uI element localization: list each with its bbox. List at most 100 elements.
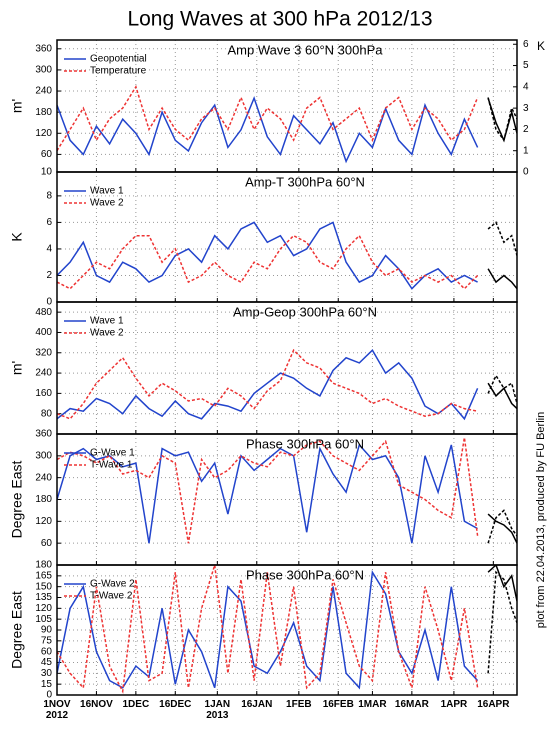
legend-label: Wave 1 <box>90 186 124 197</box>
y-axis-label: Degree East <box>9 591 25 669</box>
y2-axis-label: K <box>537 39 545 53</box>
series-line <box>487 382 517 410</box>
panel-title: Phase 300hPa 60°N <box>246 436 364 451</box>
legend-label: T-Wave 2 <box>90 591 133 602</box>
series-line <box>57 85 479 152</box>
y-tick-label: 6 <box>46 217 52 228</box>
y-tick-label: 240 <box>35 368 52 379</box>
legend-label: Wave 2 <box>90 328 124 339</box>
y-tick-label: 400 <box>35 327 52 338</box>
series-line <box>57 565 479 694</box>
side-note: plot from 22.04.2013, produced by FU Ber… <box>535 412 547 628</box>
series-line <box>57 569 479 690</box>
panel-title: Amp-T 300hPa 60°N <box>245 174 365 189</box>
y-tick-label: 90 <box>41 625 53 636</box>
y-tick-label: 360 <box>35 43 52 54</box>
series-line <box>487 565 517 602</box>
y-axis-label: m' <box>9 99 25 113</box>
plot-frame <box>56 564 518 696</box>
y-axis-label: Degree East <box>9 460 25 538</box>
y-tick-label: 8 <box>46 191 52 202</box>
y-tick-label: 240 <box>35 86 52 97</box>
x-tick-label: 1MAR <box>358 699 387 710</box>
y2-tick-label: 3 <box>523 103 529 114</box>
series-line <box>487 570 517 674</box>
legend-label: G-Wave 1 <box>90 448 135 459</box>
series-line <box>487 374 517 404</box>
y-tick-label: 320 <box>35 347 52 358</box>
y-tick-label: 45 <box>41 657 53 668</box>
series-line <box>487 97 517 142</box>
y-tick-label: 60 <box>41 538 53 549</box>
y2-tick-label: 6 <box>523 39 529 50</box>
legend-label: T-Wave 1 <box>90 460 133 471</box>
legend-label: Temperature <box>90 66 147 77</box>
plot-frame <box>56 171 518 303</box>
y-tick-label: 60 <box>41 149 53 160</box>
x-tick-label: 16JAN <box>241 699 272 710</box>
y-tick-label: 480 <box>35 307 52 318</box>
x-tick-label: 1DEC <box>123 699 150 710</box>
y2-tick-label: 2 <box>523 124 529 135</box>
y2-tick-label: 4 <box>523 81 529 92</box>
y-tick-label: 180 <box>35 560 52 571</box>
series-line <box>487 221 517 256</box>
y-tick-label: 15 <box>41 679 53 690</box>
y-tick-label: 75 <box>41 635 53 646</box>
series-line <box>57 348 478 420</box>
series-line <box>57 234 479 290</box>
x-tick-label: 1FEB <box>286 699 312 710</box>
y-tick-label: 180 <box>35 494 52 505</box>
x-tick-label: 16NOV <box>80 699 113 710</box>
series-line <box>57 221 478 290</box>
series-line <box>57 437 479 544</box>
series-line <box>487 97 517 143</box>
legend-label: Geopotential <box>90 54 147 65</box>
x-tick-label: 16DEC <box>159 699 191 710</box>
plot-frame <box>56 301 518 435</box>
y-tick-label: 105 <box>35 614 52 625</box>
panel-title: Amp-Geop 300hPa 60°N <box>233 304 377 319</box>
legend-label: G-Wave 2 <box>90 579 135 590</box>
series-line <box>487 509 517 544</box>
y2-tick-label: 5 <box>523 60 529 71</box>
series-line <box>487 268 517 290</box>
y-tick-label: 150 <box>35 581 52 592</box>
y-axis-label: K <box>9 232 25 242</box>
series-line <box>57 348 479 421</box>
x-tick-label: 16FEB <box>323 699 354 710</box>
y-tick-label: 135 <box>35 592 52 603</box>
panel-title: Phase 300hPa 60°N <box>246 567 364 582</box>
y-tick-label: 10 <box>41 167 53 178</box>
y-tick-label: 160 <box>35 388 52 399</box>
x-tick-label: 1NOV 2012 <box>43 699 71 721</box>
y-tick-label: 300 <box>35 450 52 461</box>
series-line <box>57 443 478 544</box>
x-tick-label: 16MAR <box>395 699 430 710</box>
y-tick-label: 360 <box>35 429 52 440</box>
x-tick-label: 1JAN 2013 <box>205 699 231 721</box>
legend-label: Wave 2 <box>90 198 124 209</box>
y2-tick-label: 0 <box>523 167 529 178</box>
y-tick-label: 240 <box>35 472 52 483</box>
y-tick-label: 165 <box>35 570 52 581</box>
y-tick-label: 0 <box>46 690 52 701</box>
y-axis-label: m' <box>9 361 25 375</box>
y-tick-label: 60 <box>41 646 53 657</box>
y-tick-label: 120 <box>35 603 52 614</box>
y-tick-label: 80 <box>41 408 53 419</box>
legend-label: Wave 1 <box>90 316 124 327</box>
y-tick-label: 180 <box>35 107 52 118</box>
series-line <box>57 95 479 164</box>
y-tick-label: 120 <box>35 516 52 527</box>
panel-title: Amp Wave 3 60°N 300hPa <box>227 42 383 57</box>
y-tick-label: 300 <box>35 65 52 76</box>
y-tick-label: 120 <box>35 128 52 139</box>
y-tick-label: 0 <box>46 297 52 308</box>
x-tick-label: 16APR <box>477 699 510 710</box>
y2-tick-label: 1 <box>523 145 529 156</box>
y-tick-label: 30 <box>41 668 53 679</box>
y-tick-label: 4 <box>46 244 52 255</box>
